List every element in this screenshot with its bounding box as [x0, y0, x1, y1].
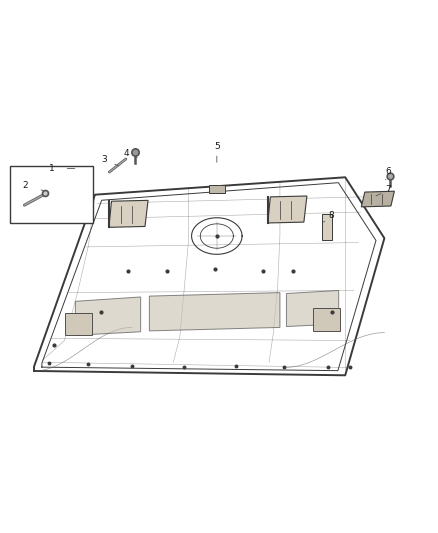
FancyBboxPatch shape — [10, 166, 93, 223]
Polygon shape — [65, 313, 92, 335]
Text: 6: 6 — [385, 167, 391, 176]
Polygon shape — [209, 184, 225, 193]
Text: 8: 8 — [328, 211, 334, 220]
Polygon shape — [322, 214, 332, 240]
Polygon shape — [286, 290, 339, 327]
Polygon shape — [268, 196, 307, 223]
Polygon shape — [75, 297, 141, 335]
Polygon shape — [314, 308, 340, 331]
Text: 5: 5 — [214, 142, 220, 151]
Text: 4: 4 — [124, 149, 130, 158]
Text: 3: 3 — [101, 156, 106, 164]
Text: 1: 1 — [49, 164, 54, 173]
Polygon shape — [109, 200, 148, 228]
Text: 2: 2 — [22, 181, 28, 190]
Polygon shape — [149, 293, 280, 331]
Text: 7: 7 — [385, 184, 391, 193]
Polygon shape — [361, 191, 394, 207]
